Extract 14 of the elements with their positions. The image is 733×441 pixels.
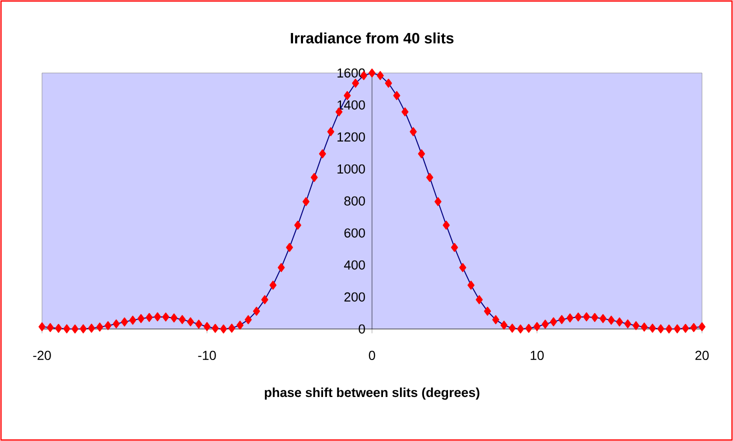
y-tick-label: 0 [358,324,365,334]
y-tick-label: 200 [344,292,365,302]
x-tick-label: 0 [368,350,376,360]
y-tick-label: 800 [344,196,365,206]
x-tick-label: -10 [198,350,216,360]
x-tick-label: 20 [695,350,709,360]
y-tick-label: 600 [344,228,365,238]
x-tick-label: -20 [33,350,51,360]
y-tick-label: 1200 [338,132,365,142]
x-tick-label: 10 [530,350,544,360]
y-tick-label: 400 [344,260,365,270]
x-axis-title: phase shift between slits (degrees) [264,388,480,400]
chart-title: Irradiance from 40 slits [290,32,454,44]
y-tick-label: 1000 [338,164,365,174]
